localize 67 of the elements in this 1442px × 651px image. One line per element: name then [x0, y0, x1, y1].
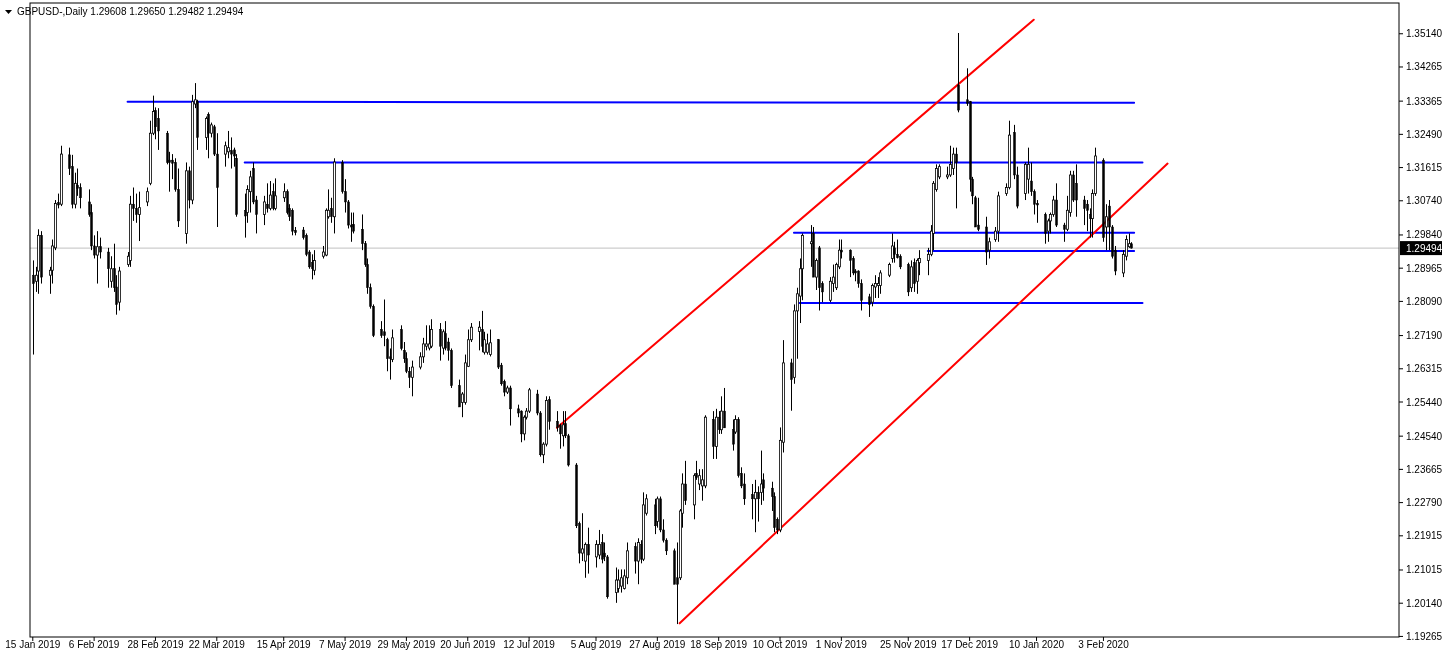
y-tick-label: 1.33365 [1406, 95, 1442, 107]
y-tick-label: 1.25440 [1406, 396, 1442, 408]
candlestick [489, 328, 492, 357]
x-tick-label: 18 Sep 2019 [690, 639, 748, 650]
candlestick [1044, 212, 1047, 245]
y-tick-label: 1.32490 [1406, 128, 1442, 140]
x-tick-label: 12 Jul 2019 [503, 639, 556, 650]
y-tick-label: 1.30740 [1406, 195, 1442, 207]
x-tick-label: 15 Apr 2019 [256, 639, 312, 650]
y-tick-label: 1.34265 [1406, 61, 1442, 73]
candlestick [146, 187, 149, 207]
chart-title: GBPUSD-,Daily 1.29608 1.29650 1.29482 1.29494 [17, 6, 244, 17]
y-tick-label: 1.23665 [1406, 463, 1442, 475]
y-tick-label: 1.21915 [1406, 530, 1442, 542]
x-tick-label: 25 Nov 2019 [879, 639, 938, 650]
x-tick-label: 10 Jan 2020 [1009, 639, 1065, 650]
y-tick-label: 1.19265 [1406, 630, 1442, 642]
candlestick [266, 182, 269, 214]
candlestick [107, 247, 110, 289]
candlestick [99, 237, 102, 259]
x-tick-label: 17 Dec 2019 [941, 639, 999, 650]
candlestick [910, 259, 913, 293]
x-tick-label: 3 Feb 2020 [1078, 639, 1130, 650]
x-tick-label: 15 Jan 2019 [5, 639, 61, 650]
candlestick [439, 322, 442, 362]
candlestick [723, 387, 726, 429]
candlestick [637, 537, 640, 585]
y-tick-label: 1.20140 [1406, 597, 1442, 609]
candlestick [751, 483, 754, 520]
y-tick-label: 1.28965 [1406, 262, 1442, 274]
candlestick [486, 333, 489, 356]
candlestick [269, 180, 272, 211]
y-tick-label: 1.28090 [1406, 295, 1442, 307]
y-tick-label: 1.29840 [1406, 229, 1442, 241]
candlestick [634, 541, 637, 575]
x-tick-label: 1 Nov 2019 [815, 639, 868, 650]
x-tick-label: 20 Jun 2019 [440, 639, 496, 650]
y-tick-label: 1.24540 [1406, 430, 1442, 442]
x-tick-label: 7 May 2019 [318, 639, 372, 650]
candlestick [1027, 147, 1030, 195]
ref-line-label: 1.29494 [1406, 242, 1442, 254]
y-tick-label: 1.21015 [1406, 564, 1442, 576]
candlestick [520, 409, 523, 443]
candlestick [32, 259, 35, 356]
x-tick-label: 29 May 2019 [377, 639, 436, 650]
candlestick [157, 107, 160, 151]
candlestick [754, 479, 757, 533]
x-tick-label: 27 Aug 2019 [629, 639, 686, 650]
x-tick-label: 6 Feb 2019 [68, 639, 120, 650]
candlestick [598, 529, 601, 560]
candlestick [955, 147, 958, 209]
candlestick [620, 568, 623, 594]
candlestick [587, 527, 590, 575]
y-tick-label: 1.35140 [1406, 28, 1442, 40]
y-tick-label: 1.27190 [1406, 330, 1442, 342]
x-tick-label: 10 Oct 2019 [752, 639, 808, 650]
candlestick [138, 191, 141, 242]
candlestick [411, 360, 414, 397]
y-tick-label: 1.22790 [1406, 497, 1442, 509]
candlestick [849, 248, 852, 278]
y-tick-label: 1.31615 [1406, 162, 1442, 174]
candlestick [913, 258, 916, 293]
y-tick-label: 1.26315 [1406, 363, 1442, 375]
x-tick-label: 22 Mar 2019 [188, 639, 246, 650]
x-tick-label: 5 Aug 2019 [570, 639, 622, 650]
candlestick [96, 230, 99, 285]
x-tick-label: 28 Feb 2019 [127, 639, 184, 650]
